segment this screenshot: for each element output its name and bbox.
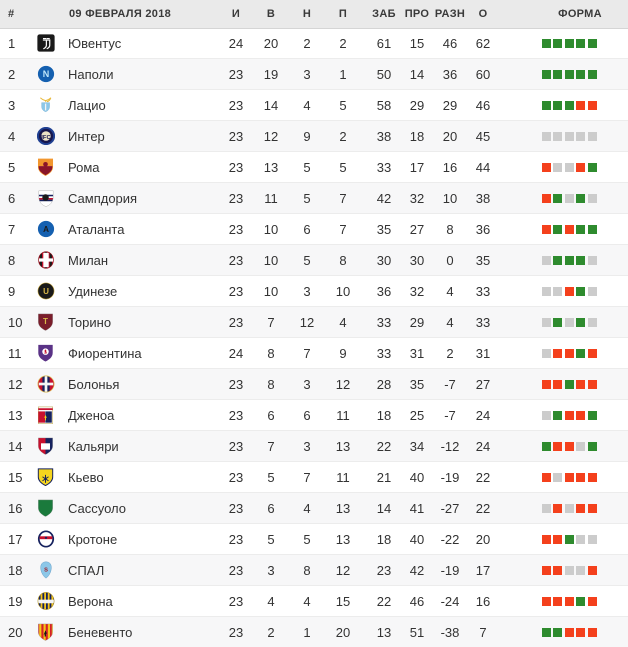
svg-text:T: T bbox=[43, 317, 48, 326]
svg-text:U: U bbox=[43, 287, 49, 296]
svg-text:A: A bbox=[43, 225, 49, 234]
svg-text:S: S bbox=[44, 568, 48, 574]
svg-text:N: N bbox=[42, 69, 49, 79]
svg-text:IFC: IFC bbox=[41, 135, 51, 141]
